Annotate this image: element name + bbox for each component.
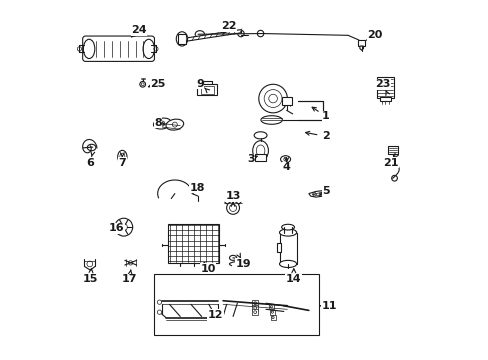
Bar	[282, 97, 292, 105]
Bar	[270, 315, 275, 320]
Text: 12: 12	[207, 310, 223, 320]
Ellipse shape	[280, 156, 290, 163]
Circle shape	[115, 218, 132, 236]
Text: 20: 20	[366, 30, 382, 40]
Circle shape	[237, 30, 244, 37]
Bar	[154, 274, 318, 336]
Bar	[252, 305, 258, 311]
Ellipse shape	[176, 32, 187, 46]
Bar	[387, 147, 397, 154]
Ellipse shape	[261, 116, 282, 124]
Ellipse shape	[83, 39, 95, 59]
Text: 23: 23	[375, 79, 390, 89]
Ellipse shape	[229, 255, 236, 260]
Bar	[279, 233, 296, 264]
Text: 18: 18	[189, 183, 204, 193]
Polygon shape	[312, 193, 323, 196]
Bar	[167, 224, 219, 263]
Text: 3: 3	[246, 154, 254, 164]
Polygon shape	[308, 191, 326, 197]
Text: 1: 1	[322, 111, 329, 121]
Bar	[178, 34, 185, 44]
Text: 7: 7	[118, 158, 126, 168]
Bar	[252, 309, 258, 315]
Ellipse shape	[279, 229, 296, 236]
Text: 17: 17	[122, 274, 137, 284]
Text: 4: 4	[282, 162, 290, 172]
Bar	[268, 304, 273, 309]
Bar	[269, 310, 274, 315]
Ellipse shape	[165, 119, 183, 130]
Ellipse shape	[252, 141, 268, 161]
Text: 2: 2	[322, 131, 329, 141]
Bar	[357, 40, 365, 46]
Circle shape	[391, 175, 397, 181]
Text: 14: 14	[285, 274, 301, 284]
Circle shape	[157, 300, 162, 304]
FancyBboxPatch shape	[82, 36, 154, 62]
Circle shape	[157, 310, 162, 314]
Polygon shape	[359, 46, 363, 50]
Ellipse shape	[143, 39, 154, 59]
Text: 19: 19	[236, 259, 251, 269]
Text: 15: 15	[82, 274, 98, 284]
Text: 6: 6	[86, 158, 94, 168]
Bar	[252, 300, 258, 306]
Bar	[197, 84, 217, 95]
Text: 9: 9	[196, 78, 203, 89]
Bar	[376, 77, 393, 98]
Bar	[201, 86, 213, 94]
Text: 25: 25	[150, 78, 165, 89]
Text: 5: 5	[322, 186, 329, 197]
Text: 11: 11	[321, 301, 337, 311]
Bar	[379, 97, 390, 102]
Text: 8: 8	[154, 118, 162, 128]
Ellipse shape	[279, 260, 296, 267]
Text: 22: 22	[220, 21, 236, 31]
Circle shape	[226, 202, 239, 214]
Text: 16: 16	[108, 223, 124, 233]
Ellipse shape	[153, 118, 171, 129]
Text: 10: 10	[200, 264, 215, 274]
Text: 13: 13	[225, 191, 240, 201]
Ellipse shape	[87, 144, 96, 151]
Bar	[277, 243, 281, 252]
Circle shape	[258, 84, 287, 113]
Ellipse shape	[281, 224, 294, 230]
Ellipse shape	[118, 150, 127, 163]
Ellipse shape	[195, 31, 204, 38]
Polygon shape	[187, 30, 241, 41]
Text: 24: 24	[131, 25, 146, 35]
Bar	[255, 154, 265, 161]
Circle shape	[257, 30, 263, 37]
Ellipse shape	[254, 132, 266, 139]
Text: 21: 21	[383, 158, 398, 168]
